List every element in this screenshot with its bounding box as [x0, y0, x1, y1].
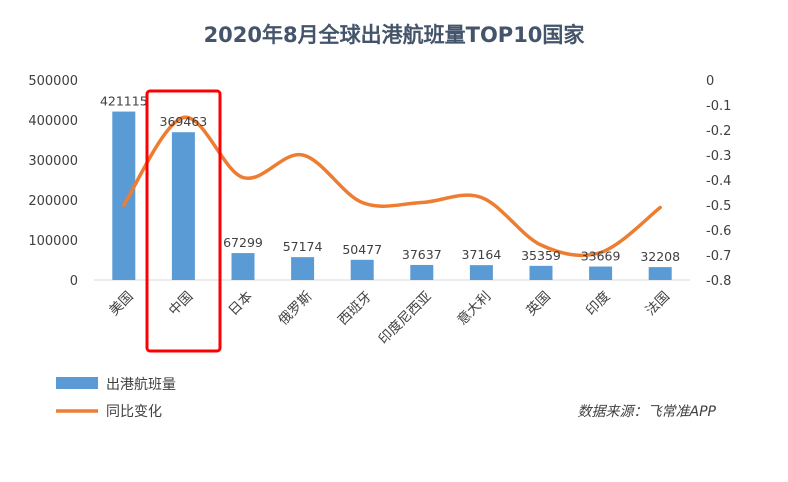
data-labels: 421115 369463 67299 57174 50477 37637 37164 353…	[100, 94, 680, 265]
category-label: 西班牙	[335, 289, 375, 329]
y-left-tick-label: 0	[70, 274, 78, 289]
bar	[589, 266, 613, 280]
category-label: 英国	[523, 288, 554, 319]
category-label: 俄罗斯	[275, 289, 315, 329]
bar	[469, 265, 493, 280]
source-note: 数据来源：飞常准APP	[578, 404, 717, 420]
category-label: 中国	[166, 289, 196, 319]
legend-line-label: 同比变化	[106, 404, 162, 420]
category-label: 意大利	[454, 288, 495, 329]
y-left-tick-label: 200000	[28, 194, 78, 209]
category-label: 法国	[643, 289, 673, 319]
category-label: 美国	[106, 289, 136, 319]
bar-data-label: 37637	[402, 247, 442, 262]
y-right-tick-label: -0.7	[706, 249, 731, 264]
y-left-tick-label: 300000	[28, 154, 78, 169]
bar-data-label: 57174	[283, 239, 323, 254]
legend: 出港航班量 同比变化	[56, 377, 176, 420]
bar	[648, 267, 672, 280]
y-left-tick-label: 400000	[28, 114, 78, 129]
bar	[529, 265, 553, 280]
y-left-tick-label: 500000	[28, 74, 78, 89]
bar	[410, 264, 434, 280]
bar	[171, 132, 195, 280]
category-label: 印度尼西亚	[376, 289, 435, 348]
bar-data-label: 35359	[521, 248, 561, 263]
x-axis-labels: 美国 中国 日本 俄罗斯 西班牙 印度尼西亚 意大利 英国 印度 法国	[106, 288, 673, 348]
legend-bar-swatch	[56, 377, 98, 389]
y-right-tick-label: 0	[706, 74, 714, 89]
y-axis-right: 0 -0.1 -0.2 -0.3 -0.4 -0.5 -0.6 -0.7 -0.8	[706, 74, 731, 289]
chart-title: 2020年8月全球出港航班量TOP10国家	[204, 23, 586, 47]
bar	[291, 257, 315, 280]
highlight-box	[145, 89, 222, 353]
y-axis-left: 0 100000 200000 300000 400000 500000	[28, 74, 78, 289]
bar-data-label: 67299	[223, 235, 263, 250]
bar-data-label: 33669	[581, 249, 621, 264]
y-right-tick-label: -0.5	[706, 199, 731, 214]
y-right-tick-label: -0.3	[706, 149, 731, 164]
y-right-tick-label: -0.1	[706, 99, 731, 114]
bar-data-label: 50477	[342, 242, 382, 257]
category-label: 日本	[225, 288, 256, 319]
y-right-tick-label: -0.8	[706, 274, 731, 289]
bar-data-label: 369463	[160, 114, 208, 129]
bar	[231, 253, 255, 280]
y-right-tick-label: -0.6	[706, 224, 731, 239]
bar	[112, 111, 136, 280]
bar-data-label: 37164	[462, 247, 502, 262]
line-series	[122, 115, 662, 258]
y-right-tick-label: -0.2	[706, 124, 731, 139]
y-left-tick-label: 100000	[28, 234, 78, 249]
legend-bar-label: 出港航班量	[106, 377, 176, 393]
bar-series	[112, 111, 672, 280]
bar-data-label: 421115	[100, 94, 148, 109]
line-path	[122, 115, 662, 258]
y-right-tick-label: -0.4	[706, 174, 731, 189]
bar	[350, 259, 374, 280]
bar-data-label: 32208	[640, 249, 680, 264]
category-label: 印度	[583, 289, 613, 319]
